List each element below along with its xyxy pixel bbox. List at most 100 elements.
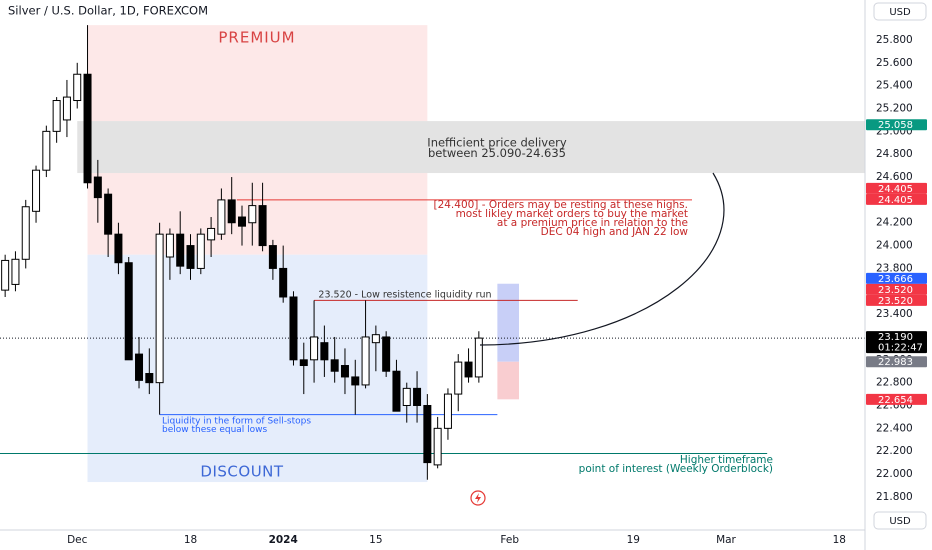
candle-body: [104, 193, 113, 235]
price-badge-label: 24.405: [878, 195, 913, 206]
event-icon-bolt: [475, 493, 481, 503]
candle-body: [196, 233, 205, 269]
y-tick-label: 22.000: [876, 468, 913, 480]
y-tick-label: 22.800: [876, 377, 913, 389]
y-tick-label: 25.600: [876, 57, 913, 69]
candle-body: [32, 169, 41, 212]
y-tick-label: 24.600: [876, 171, 913, 183]
price-badge: [866, 283, 927, 295]
price-badge-label: 22.654: [878, 395, 913, 406]
currency-label: USD: [889, 516, 911, 527]
price-badge-countdown: 01:22:47: [878, 343, 923, 354]
candle-body: [299, 359, 308, 367]
price-badge: [866, 272, 927, 284]
y-tick-label: 25.200: [876, 103, 913, 115]
currency-label: USD: [889, 7, 911, 18]
zone: [77, 121, 866, 174]
candle-body: [361, 336, 370, 386]
y-tick-label: 22.200: [876, 445, 913, 457]
y-tick-label: 24.200: [876, 217, 913, 229]
candle-body: [474, 337, 483, 378]
candle-body: [392, 370, 401, 412]
candle-body: [42, 130, 51, 171]
candle-body: [135, 353, 144, 381]
candle-body: [62, 96, 71, 121]
chart-title: Silver / U.S. Dollar, 1D, FOREXCOM: [8, 4, 208, 18]
candle-body: [155, 233, 164, 384]
price-badge: [866, 193, 927, 205]
candle-body: [165, 233, 174, 258]
candle-body: [176, 233, 185, 267]
candle-body: [207, 227, 216, 241]
price-badge: [866, 356, 927, 368]
annotation: below these equal lows: [162, 425, 268, 435]
plot-area: [0, 25, 866, 483]
price-badge-label: 24.405: [878, 184, 913, 195]
price-badge: [866, 393, 927, 405]
candle-body: [371, 334, 380, 344]
candle-body: [73, 73, 82, 102]
projection-curve: [479, 172, 725, 346]
annotation: point of interest (Weekly Orderblock): [579, 463, 773, 475]
candle-body: [464, 361, 473, 378]
currency-button[interactable]: [873, 511, 927, 530]
candle-body: [21, 206, 30, 260]
candle-body: [114, 233, 123, 264]
x-tick-label: 15: [369, 534, 382, 546]
candle-body: [258, 205, 267, 247]
annotation: DISCOUNT: [200, 463, 283, 481]
price-badge-label: 22.983: [878, 357, 913, 368]
candle-body: [1, 259, 10, 291]
annotation: DEC 04 high and JAN 22 low: [541, 226, 689, 238]
y-tick-label: 24.000: [876, 240, 913, 252]
candle-body: [237, 216, 246, 227]
candle-body: [52, 100, 61, 132]
y-tick-label: 25.800: [876, 34, 913, 46]
candle-body: [279, 267, 288, 298]
price-badge: [866, 294, 927, 306]
candle-body: [186, 245, 195, 269]
y-tick-label: 23.800: [876, 262, 913, 274]
y-tick-label: 22.400: [876, 422, 913, 434]
x-tick-label: 18: [833, 534, 846, 546]
x-tick-label: 18: [184, 534, 197, 546]
y-tick-label: 21.800: [876, 491, 913, 503]
annotation: Higher timeframe: [680, 454, 773, 466]
candle-body: [443, 393, 452, 429]
price-badge: [866, 182, 927, 194]
x-tick-label: 2024: [269, 534, 298, 546]
candle-body: [83, 73, 92, 184]
x-tick-label: Dec: [67, 534, 88, 546]
currency-button[interactable]: [873, 2, 927, 21]
candle-body: [413, 387, 422, 406]
annotation: most likley market orders to buy the mar…: [456, 208, 688, 220]
x-tick-label: 19: [627, 534, 640, 546]
annotation: [24.400] - Orders may be resting at thes…: [433, 199, 688, 211]
candle-body: [351, 376, 360, 386]
price-badge-label: 23.666: [878, 274, 913, 285]
price-badge-label: 23.190: [878, 332, 913, 343]
candle-body: [124, 262, 133, 361]
annotation: PREMIUM: [218, 29, 295, 47]
candle-body: [310, 336, 319, 361]
annotation: Liquidity in the form of Sell-stops: [162, 417, 311, 427]
price-badge: [866, 331, 927, 354]
candle-body: [340, 365, 349, 378]
candle-body: [433, 427, 442, 466]
candle-body: [11, 258, 20, 285]
price-badge-label: 23.520: [878, 296, 913, 307]
candle-body: [454, 361, 463, 395]
y-tick-label: 24.800: [876, 148, 913, 160]
x-tick-label: Mar: [716, 534, 736, 546]
candle-body: [227, 199, 236, 224]
candle-body: [330, 359, 339, 372]
price-badge-label: 25.058: [878, 120, 913, 131]
candle-body: [248, 205, 257, 224]
candle-body: [217, 199, 226, 235]
y-tick-label: 25.400: [876, 80, 913, 92]
annotation: 23.520 - Low resistence liquidity run: [318, 290, 491, 301]
zone: [497, 361, 519, 400]
annotation: Inefficient price delivery: [427, 136, 567, 150]
x-tick-label: Feb: [500, 534, 519, 546]
annotation: at a premium price in relation to the: [497, 217, 688, 229]
